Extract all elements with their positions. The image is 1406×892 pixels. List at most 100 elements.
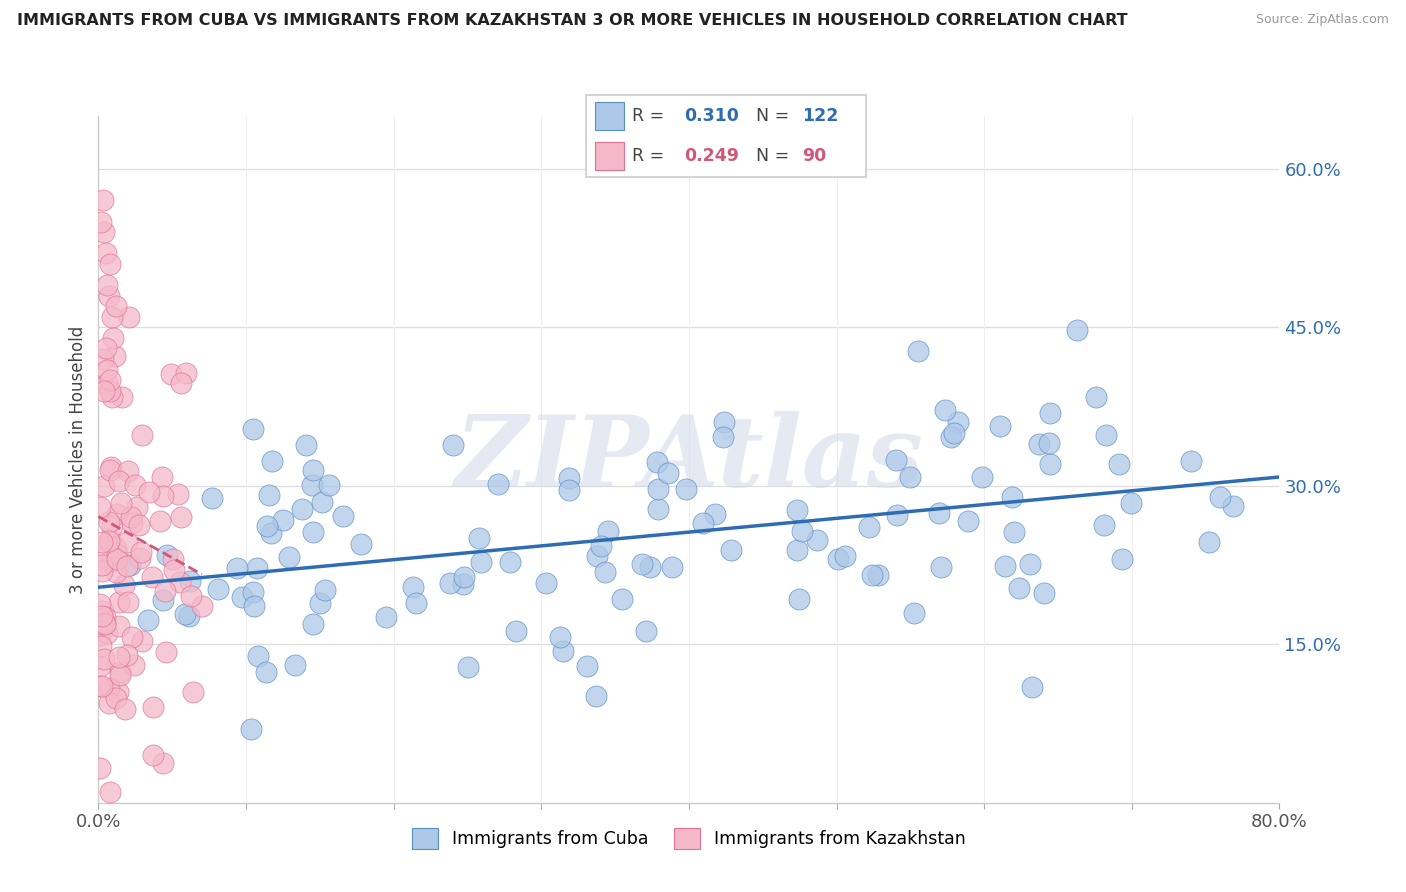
Point (91, 604, 114, 618)
Point (138, 485, 160, 500)
Point (256, 518, 278, 533)
Point (631, 557, 654, 571)
Point (260, 526, 283, 541)
Point (589, 539, 612, 553)
Point (100, 553, 122, 567)
Text: 0.249: 0.249 (685, 146, 740, 164)
Point (374, 610, 396, 624)
Point (98, 463, 121, 477)
Point (349, 537, 371, 551)
Point (1018, 557, 1040, 571)
Point (89, 500, 111, 514)
Point (704, 508, 727, 522)
Point (598, 524, 620, 539)
Point (108, 650, 131, 665)
Point (98, 257, 121, 271)
Point (558, 470, 581, 484)
Point (884, 453, 907, 467)
Point (96, 625, 118, 640)
Point (943, 425, 966, 440)
Point (242, 584, 264, 599)
Point (711, 429, 734, 443)
Point (499, 555, 522, 569)
Point (860, 568, 883, 582)
Point (89, 628, 111, 642)
Legend: Immigrants from Cuba, Immigrants from Kazakhstan: Immigrants from Cuba, Immigrants from Ka… (405, 821, 973, 856)
Point (93, 384, 115, 398)
Point (548, 630, 571, 644)
Point (636, 624, 658, 639)
Point (907, 343, 929, 358)
Point (311, 494, 333, 508)
Point (163, 563, 186, 577)
Point (486, 476, 509, 491)
Point (155, 645, 177, 659)
Point (142, 747, 165, 762)
Point (129, 544, 152, 558)
Text: N =: N = (756, 107, 796, 125)
Point (314, 582, 336, 597)
Point (1198, 535, 1220, 549)
Point (91, 680, 114, 694)
Point (1092, 518, 1115, 533)
Point (827, 551, 849, 566)
Text: Source: ZipAtlas.com: Source: ZipAtlas.com (1256, 13, 1389, 27)
Point (90, 214, 112, 228)
Point (142, 699, 165, 714)
Point (162, 551, 184, 566)
Point (534, 576, 557, 591)
Point (156, 548, 179, 562)
Point (108, 665, 131, 679)
Point (858, 520, 880, 534)
Point (98, 696, 121, 710)
Point (90, 609, 112, 624)
Point (402, 580, 425, 594)
Point (557, 483, 579, 498)
Point (1021, 681, 1043, 695)
Point (149, 514, 172, 528)
Point (94, 615, 117, 630)
Point (91, 616, 114, 631)
Point (131, 633, 153, 648)
Point (98, 373, 121, 387)
Point (295, 438, 318, 452)
Point (101, 390, 124, 404)
Point (103, 331, 125, 345)
Point (120, 510, 142, 524)
Point (105, 565, 128, 579)
Point (332, 509, 354, 524)
Point (939, 430, 962, 444)
Point (318, 478, 340, 492)
Point (117, 465, 139, 479)
Point (468, 531, 491, 545)
Point (1008, 581, 1031, 595)
Point (179, 574, 201, 588)
Point (97, 681, 120, 695)
Point (124, 478, 146, 492)
Point (505, 624, 527, 638)
Point (886, 508, 908, 523)
Point (257, 487, 280, 501)
Point (647, 482, 669, 496)
Point (110, 496, 132, 510)
Point (111, 390, 134, 404)
Text: 122: 122 (803, 107, 839, 125)
Point (160, 367, 183, 381)
Text: R =: R = (633, 107, 671, 125)
Point (100, 384, 122, 398)
Point (93, 478, 115, 492)
Point (657, 467, 679, 481)
Point (302, 463, 325, 477)
Point (284, 658, 307, 673)
Point (180, 589, 202, 603)
Point (122, 657, 145, 672)
Point (1111, 552, 1133, 566)
Point (1108, 457, 1130, 471)
Point (105, 299, 128, 313)
Point (191, 599, 214, 614)
Point (1038, 436, 1060, 450)
Point (207, 582, 229, 596)
Point (994, 558, 1017, 573)
Point (928, 506, 950, 520)
Point (866, 568, 889, 582)
